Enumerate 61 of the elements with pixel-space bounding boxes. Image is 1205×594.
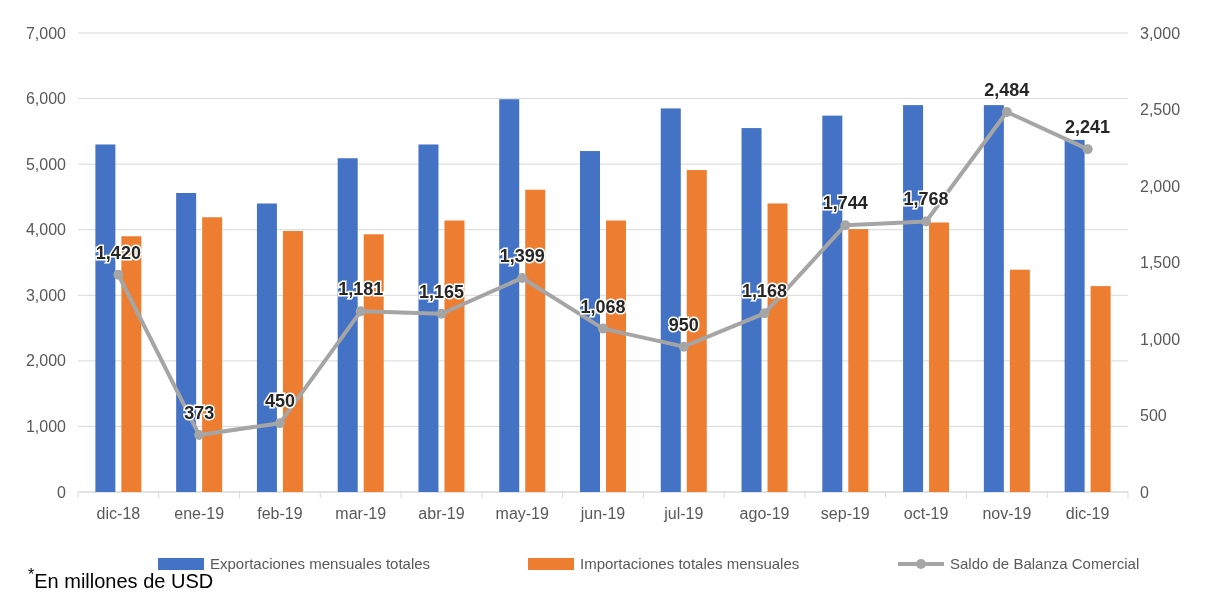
point	[1001, 106, 1012, 117]
y-tick-label: 5,000	[25, 155, 67, 173]
bar	[1090, 286, 1111, 492]
point	[194, 429, 205, 440]
data-label: 950	[668, 314, 699, 335]
x-tick-label: dic-18	[96, 505, 141, 522]
data-label: 2,241	[1065, 117, 1111, 138]
point	[598, 323, 608, 334]
x-tick-label: jul-19	[663, 505, 704, 522]
x-tick-label: abr-19	[418, 505, 465, 522]
data-label: 450	[264, 391, 295, 412]
y-tick-label: 3,000	[25, 286, 67, 304]
x-tick-label: dic-19	[1065, 505, 1110, 522]
y2-tick-label: 2,000	[1140, 177, 1181, 195]
point	[113, 269, 124, 280]
y-tick-label: 7,000	[25, 24, 67, 42]
point	[517, 272, 528, 283]
x-tick-label: may-19	[495, 505, 549, 522]
data-label: 1,168	[742, 281, 788, 302]
bar	[1009, 269, 1030, 492]
data-label: 1,165	[418, 281, 464, 302]
data-label: 1,420	[95, 242, 141, 263]
legend-label: Importaciones totales mensuales	[580, 555, 800, 573]
x-tick-label: feb-19	[257, 505, 303, 522]
y2-tick-label: 0	[1140, 483, 1149, 501]
x-tick-label: nov-19	[982, 505, 1032, 522]
bar	[848, 229, 869, 492]
data-label: 1,399	[499, 245, 545, 266]
x-tick-label: ene-19	[174, 505, 225, 522]
data-label: 2,484	[984, 79, 1030, 100]
point	[274, 418, 285, 429]
bar	[1064, 139, 1085, 492]
point	[678, 341, 689, 352]
x-tick-label: oct-19	[903, 505, 949, 522]
bar	[983, 105, 1004, 492]
y2-tick-label: 1,000	[1140, 330, 1181, 348]
data-label: 373	[184, 402, 215, 423]
y-tick-label: 6,000	[25, 90, 67, 108]
y-tick-label: 4,000	[25, 221, 67, 239]
bar	[929, 222, 950, 492]
legend-label: Saldo de Balanza Comercial	[950, 555, 1140, 573]
point	[921, 216, 932, 227]
data-label: 1,068	[580, 296, 626, 317]
y-tick-label: 0	[57, 483, 67, 501]
y2-tick-label: 1,500	[1140, 254, 1181, 272]
x-tick-label: jun-19	[579, 505, 626, 522]
x-tick-label: mar-19	[335, 505, 387, 522]
y2-tick-label: 3,000	[1140, 24, 1181, 42]
y-tick-label: 1,000	[25, 418, 67, 436]
point	[1082, 144, 1093, 155]
x-tick-label: sep-19	[820, 505, 870, 522]
point	[840, 220, 851, 231]
data-label: 1,181	[338, 279, 384, 300]
y2-tick-label: 2,500	[1140, 101, 1181, 119]
y2-tick-label: 500	[1140, 407, 1167, 425]
y-tick-label: 2,000	[25, 352, 67, 370]
point	[436, 308, 447, 319]
point	[355, 306, 366, 317]
data-label: 1,768	[903, 189, 949, 210]
x-tick-label: ago-19	[739, 505, 790, 522]
point	[759, 308, 770, 319]
